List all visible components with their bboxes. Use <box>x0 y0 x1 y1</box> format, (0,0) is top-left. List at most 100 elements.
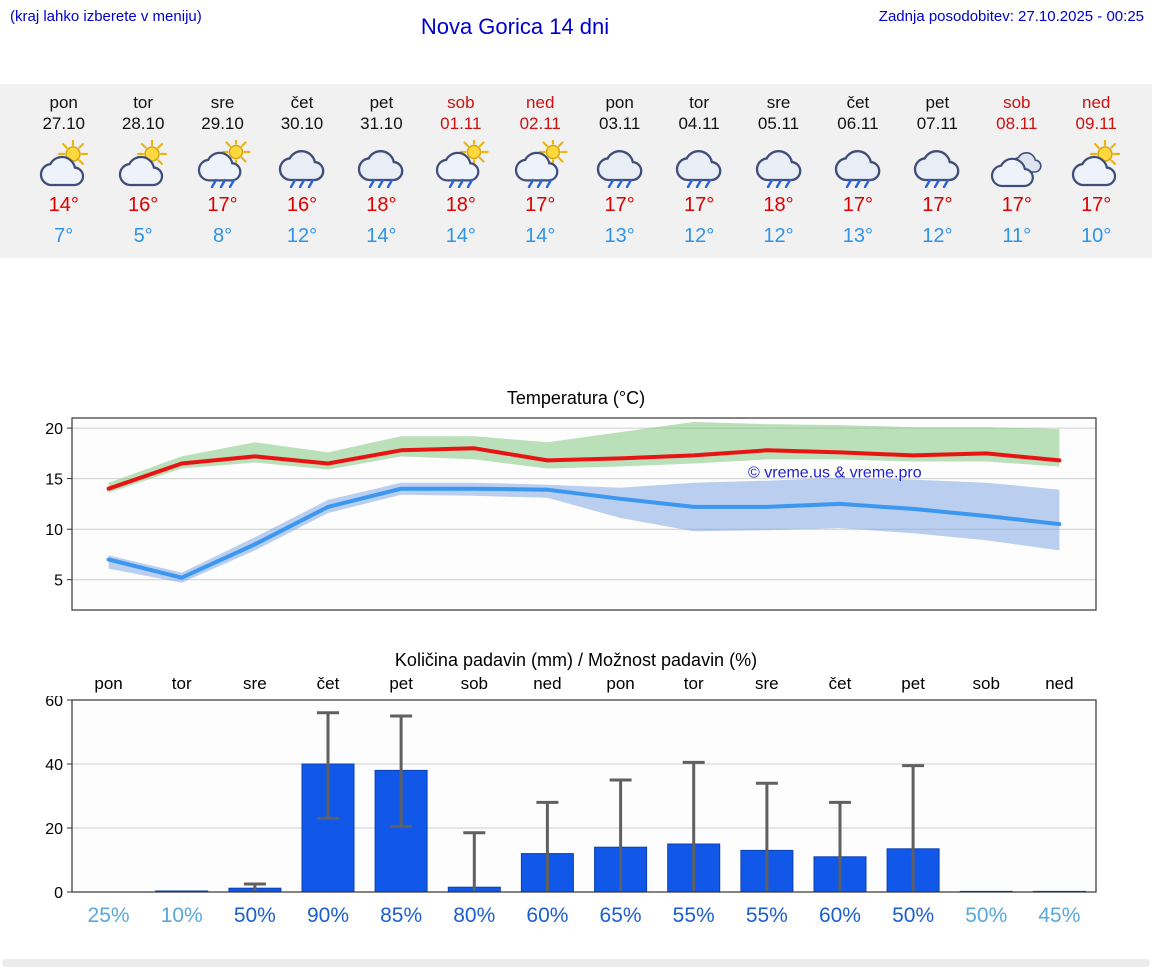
day-column[interactable]: pon 27.10 14° 7° <box>24 92 103 248</box>
weather-glyph <box>515 140 568 188</box>
day-date: 06.11 <box>837 114 879 133</box>
day-high-temp: 16° <box>128 194 159 216</box>
precip-day-label: čet <box>828 674 852 693</box>
day-column[interactable]: sre 05.11 18° 12° <box>739 92 818 248</box>
day-date: 03.11 <box>599 114 641 133</box>
precip-day-label: pon <box>94 674 123 693</box>
precip-probability: 50% <box>233 904 276 927</box>
precip-probability: 55% <box>672 904 715 927</box>
day-name: sob <box>447 93 475 112</box>
precip-probability: 25% <box>87 904 130 927</box>
page-header: (kraj lahko izberete v meniju) Nova Gori… <box>0 0 1152 40</box>
precip-probability: 90% <box>306 904 349 927</box>
precip-probability: 50% <box>965 904 1008 927</box>
day-low-temp: 12° <box>286 225 318 247</box>
day-column[interactable]: tor 28.10 16° 5° <box>103 92 182 248</box>
day-column[interactable]: pet 31.10 18° 14° <box>342 92 421 248</box>
day-column[interactable]: sob 08.11 17° 11° <box>977 92 1056 248</box>
day-high-temp: 17° <box>604 194 635 216</box>
horizontal-scrollbar[interactable] <box>2 959 1150 967</box>
precip-probability: 45% <box>1038 904 1081 927</box>
precip-day-labels-row: pon tor sre čet pet sob ned pon tor sre čet pet sob n… <box>72 674 1096 696</box>
day-low-temp: 14° <box>445 225 476 247</box>
day-column[interactable]: čet 30.10 16° 12° <box>262 92 341 248</box>
weather-glyph <box>39 140 88 187</box>
rain-sun-icon <box>501 140 580 188</box>
day-high-temp: 18° <box>763 194 794 216</box>
day-date: 08.11 <box>996 114 1038 133</box>
weather-glyph <box>755 150 801 188</box>
rain-icon <box>818 140 897 188</box>
forecast-strip: pon 27.10 14° 7° tor 28.10 16° 5° sre 29.10 17° 8° č… <box>0 84 1152 258</box>
day-column[interactable]: čet 06.11 17° 13° <box>818 92 897 248</box>
day-name: sre <box>766 93 791 112</box>
temperature-line <box>106 486 1062 580</box>
last-updated: Zadnja posodobitev: 27.10.2025 - 00:25 <box>878 8 1144 25</box>
precip-day-label: tor <box>171 674 192 693</box>
rain-icon <box>739 140 818 188</box>
temperature-chart-svg: 5 10 15 20 © vreme.us & vreme.pro <box>45 417 1097 611</box>
temperature-chart: 5 10 15 20 © vreme.us & vreme.pro <box>0 412 1152 618</box>
rain-sun-icon <box>183 140 262 188</box>
day-low-temp: 5° <box>133 225 153 247</box>
weather-glyph <box>675 150 722 188</box>
day-high-temp: 17° <box>207 194 238 216</box>
temperature-chart-title: Temperatura (°C) <box>506 388 646 408</box>
day-date: 01.11 <box>440 114 482 133</box>
plot-border <box>71 699 1097 893</box>
rain-icon <box>898 140 977 188</box>
precip-day-label: pet <box>389 674 413 693</box>
day-high-temp: 18° <box>366 194 397 216</box>
rain-sun-icon <box>421 140 500 188</box>
day-low-temp: 13° <box>842 225 874 247</box>
precip-probability: 80% <box>453 904 496 927</box>
day-name: čet <box>290 93 314 112</box>
day-date: 04.11 <box>678 114 720 133</box>
precip-probability-row: 25% 10% 50% 90% 85% 80% 60% 65% 55% 55% 60% 50% 50% 4… <box>72 904 1096 928</box>
rain-icon <box>342 140 421 188</box>
precipitation-chart-title: Količina padavin (mm) / Možnost padavin … <box>394 650 758 670</box>
weather-glyph <box>914 150 960 188</box>
plot-border <box>71 417 1097 611</box>
day-high-temp: 17° <box>1081 194 1112 216</box>
day-low-temp: 14° <box>525 225 556 247</box>
precip-day-label: sre <box>755 674 779 693</box>
weather-glyph <box>990 152 1042 188</box>
day-low-temp: 7° <box>54 225 74 247</box>
precip-day-label: sob <box>460 674 488 693</box>
menu-hint[interactable]: (kraj lahko izberete v meniju) <box>10 8 202 25</box>
day-high-temp: 17° <box>525 194 556 216</box>
day-name: pet <box>369 93 394 112</box>
day-date: 27.10 <box>42 114 85 133</box>
day-column[interactable]: ned 09.11 17° 10° <box>1056 92 1135 248</box>
rain-icon <box>580 140 659 188</box>
precipitation-chart: 0 20 40 60 <box>0 696 1152 898</box>
weather-glyph <box>197 140 251 188</box>
weather-glyph <box>596 150 643 188</box>
precip-probability: 10% <box>160 904 203 927</box>
day-name: tor <box>689 93 709 112</box>
day-column[interactable]: sre 29.10 17° 8° <box>183 92 262 248</box>
watermark: © vreme.us & vreme.pro <box>748 465 922 482</box>
day-column[interactable]: tor 04.11 17° 12° <box>659 92 738 248</box>
day-column[interactable]: pet 07.11 17° 12° <box>898 92 977 248</box>
day-date: 30.10 <box>280 114 324 133</box>
y-axis-tick-label: 20 <box>45 421 63 438</box>
day-high-temp: 16° <box>286 194 318 216</box>
weather-glyph <box>435 140 489 188</box>
precip-probability: 60% <box>526 904 569 927</box>
rain-icon <box>262 140 341 188</box>
day-name: pon <box>49 93 78 112</box>
day-column[interactable]: pon 03.11 17° 13° <box>580 92 659 248</box>
day-high-temp: 14° <box>48 194 79 216</box>
day-date: 09.11 <box>1075 114 1117 133</box>
day-low-temp: 10° <box>1081 225 1112 247</box>
day-high-temp: 18° <box>445 194 476 216</box>
day-column[interactable]: ned 02.11 17° 14° <box>501 92 580 248</box>
cloudy-icon <box>977 140 1056 188</box>
precip-day-label: sre <box>243 674 267 693</box>
weather-glyph <box>834 150 881 188</box>
y-axis-tick-label: 40 <box>45 757 63 774</box>
day-column[interactable]: sob 01.11 18° 14° <box>421 92 500 248</box>
partly-cloudy-icon <box>103 140 182 188</box>
